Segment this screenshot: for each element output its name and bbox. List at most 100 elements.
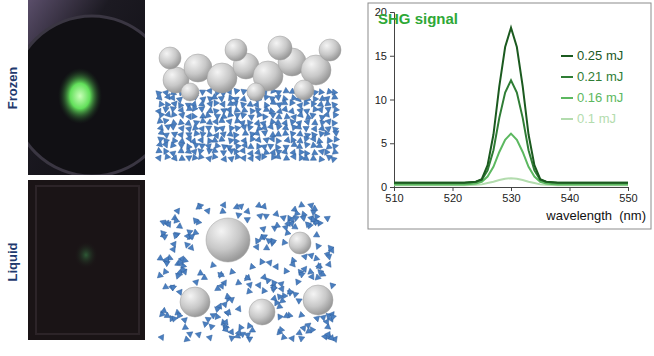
- figure: FrozenLiquid51052053054055005101520SHG s…: [0, 0, 654, 356]
- ice-molecule: [241, 113, 247, 119]
- x-tick: 530: [502, 187, 520, 204]
- ice-molecule: [178, 119, 184, 125]
- ice-molecule: [282, 106, 288, 112]
- water-molecule: [282, 225, 288, 231]
- series-line: [394, 28, 628, 183]
- ice-molecule: [219, 126, 225, 132]
- chart-frame: [368, 3, 651, 229]
- ice-molecule: [200, 132, 206, 138]
- x-tick: 550: [619, 187, 637, 204]
- ice-molecule: [325, 119, 331, 125]
- water-molecule: [296, 329, 302, 335]
- water-molecule: [266, 278, 272, 284]
- ice-molecule: [192, 154, 198, 160]
- water-molecule: [272, 280, 278, 286]
- ice-molecule: [297, 103, 303, 109]
- water-molecule: [301, 266, 307, 272]
- x-tick-mark: [453, 187, 454, 191]
- water-molecule: [287, 288, 293, 294]
- water-molecule: [266, 239, 272, 245]
- ice-molecule: [200, 117, 206, 123]
- ice-molecule: [199, 101, 205, 107]
- ice-molecule: [250, 136, 256, 142]
- ice-molecule: [156, 147, 162, 153]
- water-molecule: [246, 282, 252, 288]
- ice-molecule: [255, 136, 261, 142]
- x-tick: 540: [561, 187, 579, 204]
- ice-molecule: [198, 149, 204, 155]
- ice-molecule: [257, 143, 263, 149]
- water-molecule: [225, 309, 231, 315]
- water-molecule: [260, 259, 266, 265]
- x-axis: 510520530540550: [385, 187, 637, 204]
- water-molecule: [260, 227, 266, 233]
- ice-molecule: [163, 118, 169, 124]
- ice-molecule: [198, 153, 204, 159]
- water-molecule: [320, 271, 326, 277]
- water-molecule: [330, 314, 336, 320]
- ice-molecule: [179, 138, 185, 144]
- ice-molecule: [242, 107, 248, 113]
- ice-molecule: [296, 143, 302, 149]
- water-molecule: [163, 256, 169, 262]
- ice-molecule: [282, 148, 288, 154]
- ice-molecule: [170, 107, 176, 113]
- particle: [294, 80, 314, 100]
- dish: [28, 16, 145, 175]
- ice-molecule: [227, 131, 233, 137]
- water-molecule: [257, 214, 263, 220]
- ice-molecule: [213, 133, 219, 139]
- ice-molecule: [164, 148, 169, 154]
- water-molecule: [285, 220, 291, 226]
- y-tick: 10: [375, 94, 394, 106]
- water-molecule: [201, 274, 207, 280]
- water-molecule: [306, 328, 312, 334]
- ice-molecule: [290, 154, 296, 160]
- water-molecule: [170, 246, 176, 252]
- water-molecule: [193, 218, 199, 224]
- particle: [206, 218, 250, 262]
- water-molecule: [244, 208, 250, 214]
- water-molecule: [235, 306, 241, 312]
- water-molecule: [282, 239, 288, 245]
- ice-molecule: [296, 124, 302, 130]
- chart: 51052053054055005101520SHG signalwavelen…: [368, 3, 651, 229]
- x-tick-mark: [511, 187, 512, 191]
- ice-molecule: [159, 101, 165, 107]
- ice-molecule: [207, 107, 213, 113]
- water-molecule: [305, 323, 311, 329]
- ice-molecule: [206, 156, 212, 162]
- water-molecule: [261, 203, 267, 209]
- ice-molecule: [275, 131, 281, 137]
- ice-molecule: [185, 120, 191, 126]
- water-molecule: [263, 214, 269, 220]
- ice-molecule: [283, 87, 289, 93]
- water-molecule: [278, 286, 284, 292]
- ice-molecule: [304, 119, 310, 125]
- water-molecule: [328, 335, 334, 341]
- water-molecule: [299, 312, 305, 318]
- ice-molecule: [297, 112, 303, 118]
- water-molecule: [326, 254, 332, 260]
- water-molecule: [163, 268, 169, 274]
- water-molecule: [325, 261, 331, 267]
- ice-molecule: [226, 119, 232, 125]
- ice-molecule: [311, 142, 317, 148]
- particle: [181, 83, 199, 101]
- ice-molecule: [193, 124, 199, 130]
- ice-molecule: [270, 113, 276, 118]
- water-molecule: [316, 243, 322, 249]
- water-molecule: [250, 263, 256, 269]
- ice-molecule: [283, 130, 289, 136]
- x-tick-label: 510: [385, 192, 403, 204]
- ice-molecule: [284, 137, 290, 143]
- ice-molecule: [186, 136, 192, 142]
- particle: [225, 39, 247, 61]
- water-molecule: [181, 318, 187, 324]
- ice-molecule: [193, 105, 199, 111]
- water-molecule: [187, 332, 193, 338]
- ice-molecule: [176, 97, 182, 103]
- water-molecule: [271, 295, 277, 301]
- ice-molecule: [206, 88, 212, 94]
- ice-molecule: [156, 94, 162, 100]
